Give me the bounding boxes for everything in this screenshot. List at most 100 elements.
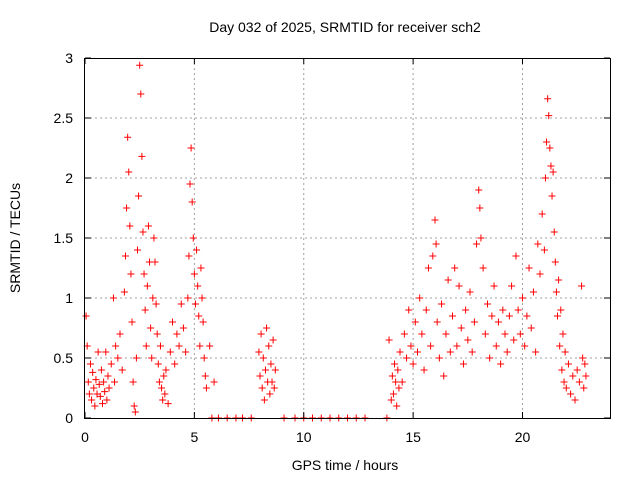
data-point	[567, 390, 575, 398]
data-point	[435, 354, 443, 362]
data-point	[97, 366, 105, 374]
data-point	[266, 390, 274, 398]
x-tick-label: 15	[405, 429, 421, 445]
data-point	[134, 246, 141, 254]
data-point	[416, 294, 424, 302]
data-point	[258, 384, 266, 392]
data-point	[427, 342, 435, 350]
data-point	[175, 342, 183, 350]
data-point	[438, 300, 446, 308]
data-point	[259, 354, 267, 362]
x-tick-label: 20	[515, 429, 531, 445]
data-point	[103, 396, 111, 404]
data-point	[84, 378, 92, 386]
data-point	[159, 396, 167, 404]
data-point	[189, 234, 197, 242]
data-point	[186, 180, 194, 188]
data-point	[118, 366, 126, 374]
data-point	[389, 390, 397, 398]
data-point	[150, 234, 158, 242]
data-point	[549, 168, 557, 176]
data-point	[479, 264, 487, 272]
data-point	[156, 342, 164, 350]
data-point	[508, 282, 516, 290]
data-point	[557, 306, 565, 314]
data-point	[263, 324, 271, 332]
data-point	[560, 378, 568, 386]
data-point	[543, 138, 551, 146]
data-point	[131, 408, 139, 416]
data-point	[136, 61, 144, 69]
data-point	[440, 372, 448, 380]
data-point	[422, 306, 430, 314]
data-point	[195, 312, 203, 320]
data-point	[503, 348, 511, 356]
data-point	[126, 222, 134, 230]
data-point	[200, 354, 208, 362]
data-point	[519, 294, 526, 302]
data-point	[512, 252, 520, 260]
data-point	[545, 112, 553, 120]
data-point	[573, 366, 581, 374]
data-point	[143, 282, 151, 290]
data-point	[194, 282, 202, 290]
data-point	[477, 234, 485, 242]
data-point	[90, 384, 98, 392]
data-point	[486, 354, 494, 362]
data-point	[429, 252, 437, 260]
data-point	[552, 288, 560, 296]
data-point	[158, 384, 166, 392]
data-point	[140, 270, 148, 278]
data-point	[141, 306, 149, 314]
data-point	[171, 360, 179, 368]
data-point	[432, 240, 440, 248]
data-point	[148, 354, 156, 362]
data-point	[433, 318, 441, 326]
data-point	[127, 270, 135, 278]
y-tick-label: 3	[65, 50, 73, 66]
data-point	[101, 388, 109, 396]
data-point	[521, 342, 529, 350]
data-point	[409, 360, 417, 368]
data-point	[160, 372, 168, 380]
data-point	[527, 324, 535, 332]
data-point	[144, 222, 152, 230]
data-point	[114, 354, 122, 362]
y-tick-label: 2	[65, 170, 73, 186]
data-point	[154, 360, 162, 368]
data-point	[505, 312, 513, 320]
data-point	[497, 360, 505, 368]
data-point	[564, 360, 572, 368]
data-point	[571, 396, 579, 404]
data-point	[187, 144, 195, 152]
axis-ticks: 0 5 10 15 20 0 0.5 1 1.5 2 2.5 3	[54, 50, 610, 445]
data-point	[105, 384, 113, 392]
data-point	[582, 372, 590, 380]
data-point	[182, 348, 190, 356]
data-point	[459, 360, 467, 368]
y-axis-label: SRMTID / TECUs	[7, 183, 23, 293]
data-point	[261, 366, 269, 374]
data-point	[451, 264, 459, 272]
data-point	[86, 360, 94, 368]
data-point	[562, 384, 570, 392]
data-point	[270, 384, 278, 392]
data-point	[558, 366, 566, 374]
data-point	[193, 246, 201, 254]
data-point	[514, 306, 522, 314]
data-point	[536, 270, 544, 278]
y-tick-label: 1	[65, 290, 73, 306]
data-point	[169, 318, 176, 326]
data-point	[494, 318, 502, 326]
data-point	[184, 294, 192, 302]
data-point	[490, 282, 498, 290]
data-point	[198, 294, 206, 302]
data-point	[525, 264, 533, 272]
data-point	[109, 294, 117, 302]
data-point	[420, 366, 428, 374]
data-point	[196, 342, 204, 350]
data-point	[414, 348, 421, 356]
data-point	[128, 318, 136, 326]
x-tick-label: 0	[81, 429, 89, 445]
